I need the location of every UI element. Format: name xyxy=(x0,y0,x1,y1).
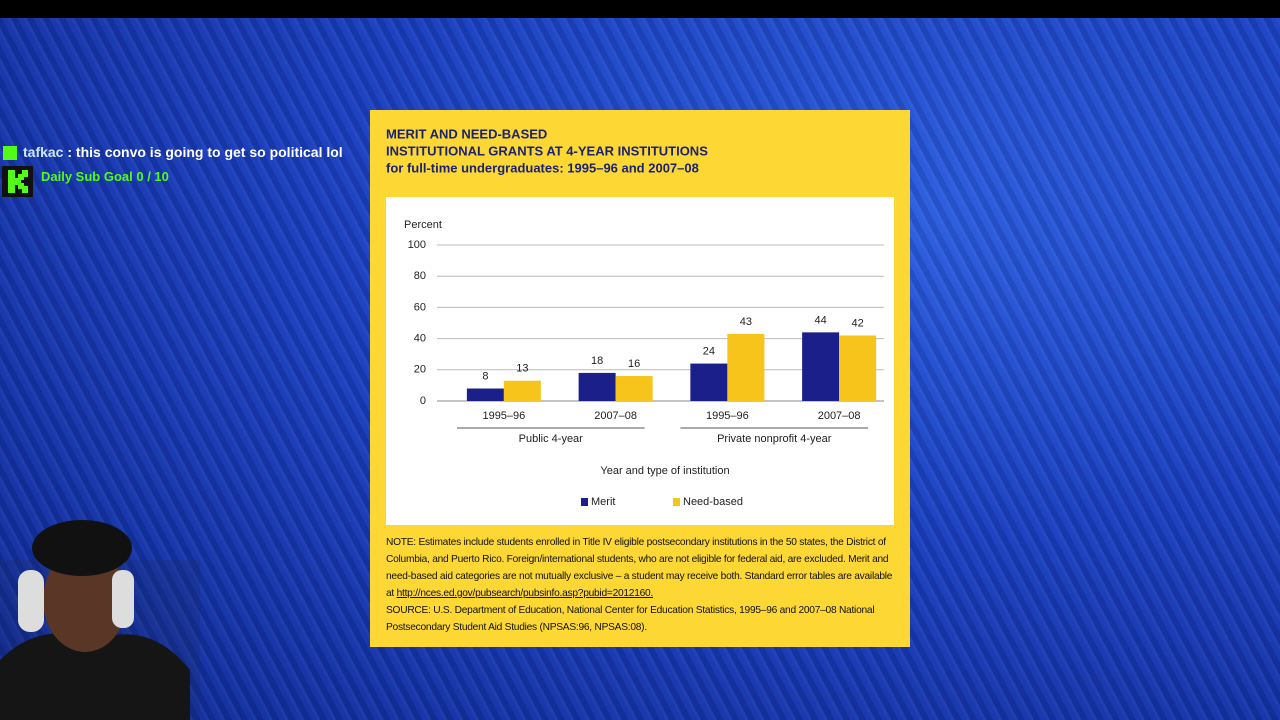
chart-title: INSTITUTIONAL GRANTS AT 4-YEAR INSTITUTI… xyxy=(386,143,708,158)
bar xyxy=(690,363,728,401)
kick-logo-k xyxy=(8,170,28,193)
value-label: 43 xyxy=(740,316,752,328)
value-label: 13 xyxy=(516,363,528,375)
legend-label: Need-based xyxy=(683,496,743,508)
legend-swatch xyxy=(673,498,680,506)
x-axis-label: Year and type of institution xyxy=(600,465,729,477)
group-label: Public 4-year xyxy=(519,433,584,445)
hoodie xyxy=(0,633,190,720)
y-tick-label: 60 xyxy=(414,301,426,313)
x-tick-label: 1995–96 xyxy=(706,410,749,422)
y-tick-label: 0 xyxy=(420,395,426,407)
bar xyxy=(727,333,765,401)
note: NOTE: Estimates include students enrolle… xyxy=(386,534,894,636)
x-tick-label: 2007–08 xyxy=(818,410,861,422)
value-label: 24 xyxy=(703,345,715,357)
value-label: 18 xyxy=(591,355,603,367)
bar xyxy=(578,372,616,401)
chat-message: : this convo is going to get so politica… xyxy=(63,144,343,160)
y-tick-label: 40 xyxy=(414,333,426,345)
value-label: 44 xyxy=(815,314,827,326)
bar xyxy=(615,376,653,401)
chat-user: tafkac xyxy=(23,144,64,160)
y-tick-label: 100 xyxy=(408,239,426,251)
kick-icon xyxy=(3,146,17,160)
bar xyxy=(839,335,877,401)
bar xyxy=(802,332,840,401)
chart-subtitle: for full-time undergraduates: 1995–96 an… xyxy=(386,160,699,175)
headphone-right xyxy=(112,570,134,628)
y-tick-label: 20 xyxy=(414,364,426,376)
hair xyxy=(32,520,132,576)
headphone-left xyxy=(18,570,44,632)
chat-line: tafkac : this convo is going to get so p… xyxy=(23,144,343,160)
value-label: 42 xyxy=(852,317,864,329)
y-axis-label: Percent xyxy=(404,219,442,231)
value-label: 16 xyxy=(628,358,640,370)
legend-label: Merit xyxy=(591,496,615,508)
bar xyxy=(503,380,541,401)
sub-goal: Daily Sub Goal 0 / 10 xyxy=(41,169,169,184)
x-tick-label: 1995–96 xyxy=(482,410,525,422)
bar xyxy=(466,388,504,401)
y-tick-label: 80 xyxy=(414,270,426,282)
chart-title: MERIT AND NEED-BASED xyxy=(386,126,547,141)
source-text: SOURCE: U.S. Department of Education, Na… xyxy=(386,605,875,633)
top-bar xyxy=(0,0,1280,18)
x-tick-label: 2007–08 xyxy=(594,410,637,422)
webcam xyxy=(0,520,200,720)
group-label: Private nonprofit 4-year xyxy=(717,433,832,445)
legend-swatch xyxy=(581,498,588,506)
value-label: 8 xyxy=(482,370,488,382)
note-text: NOTE: Estimates include students enrolle… xyxy=(386,537,893,599)
note-link[interactable]: http://nces.ed.gov/pubsearch/pubsinfo.as… xyxy=(396,588,654,599)
